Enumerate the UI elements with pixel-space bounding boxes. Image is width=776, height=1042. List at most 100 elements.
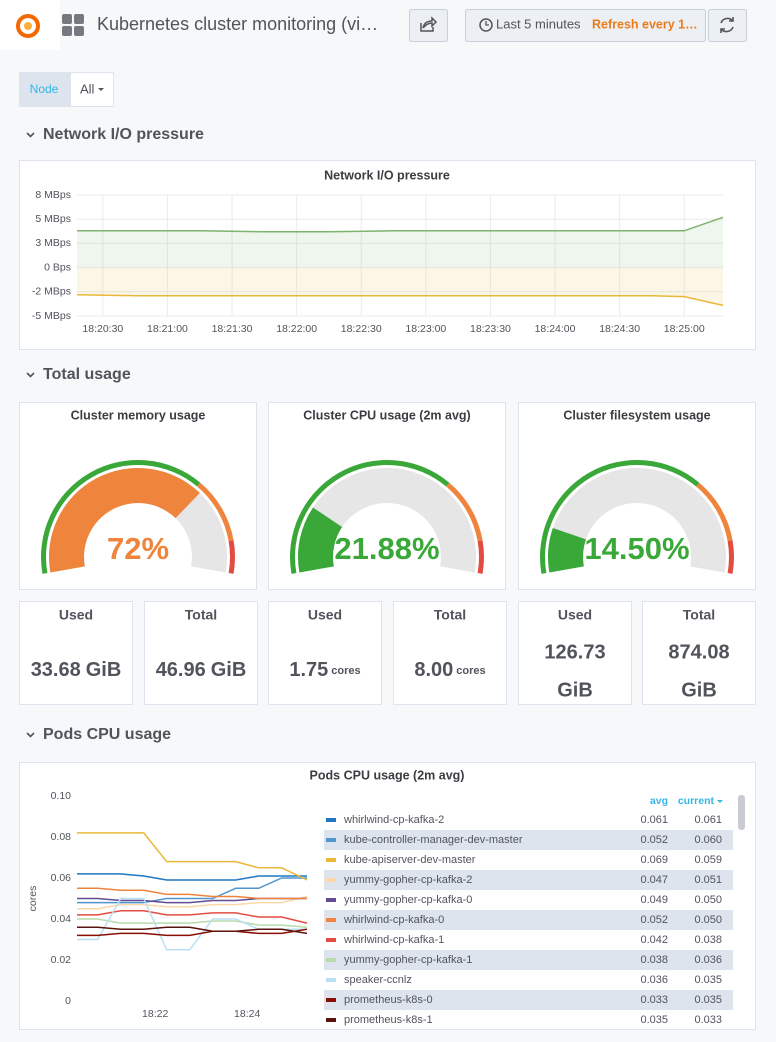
dashboard-title[interactable]: Kubernetes cluster monitoring (vi…: [97, 14, 378, 34]
legend-current: 0.033: [694, 1014, 722, 1026]
gauge-value-arc: [48, 468, 200, 573]
x-tick-label: 18:22: [142, 1008, 168, 1020]
stat-panel: [144, 601, 258, 705]
legend-current: 0.059: [694, 854, 722, 866]
y-tick-label: 0.02: [51, 954, 72, 966]
legend-avg: 0.038: [640, 954, 668, 966]
refresh-button[interactable]: [708, 9, 747, 42]
legend-name: prometheus-k8s-1: [344, 1014, 433, 1026]
legend-name: yummy-gopher-cp-kafka-1: [344, 954, 472, 966]
clock-icon: [479, 18, 493, 32]
series-line: [77, 887, 307, 900]
row-chevron[interactable]: [26, 132, 35, 138]
gauge-track: [548, 468, 726, 573]
gauge-value: 72%: [107, 531, 169, 566]
stat-number: 33.68: [31, 659, 81, 681]
legend-name: whirlwind-cp-kafka-2: [343, 814, 444, 826]
legend-current: 0.060: [694, 834, 722, 846]
legend-name: yummy-gopher-cp-kafka-0: [344, 894, 472, 906]
sort-caret: [717, 800, 723, 803]
x-tick-label: 18:22:30: [341, 323, 382, 335]
gauge-value: 14.50%: [584, 531, 689, 566]
logo-core: [24, 22, 32, 30]
stat-value: 46.96 GiB: [156, 659, 247, 681]
gauge-value: 21.88%: [334, 531, 439, 566]
stat-number: 8.00: [414, 659, 453, 681]
gauge-track: [298, 468, 476, 573]
series-area: [77, 267, 723, 306]
series-line: [77, 926, 308, 935]
share-button[interactable]: [409, 9, 448, 42]
network-panel: [19, 160, 756, 350]
stat-label: Used: [59, 607, 93, 623]
stat-panel: [518, 601, 632, 705]
y-axis-label: cores: [27, 886, 39, 912]
legend-current: 0.035: [694, 994, 722, 1006]
clock-hands: [485, 21, 489, 26]
panel-title: Cluster memory usage: [71, 408, 206, 422]
stat-value: 1.75 cores: [289, 659, 360, 681]
x-tick-label: 18:23:30: [470, 323, 511, 335]
legend-avg: 0.052: [640, 834, 668, 846]
legend-avg: 0.042: [640, 934, 668, 946]
threshold-band: [477, 540, 485, 574]
threshold-band: [228, 540, 236, 574]
stat-number: 126.73: [544, 641, 605, 663]
legend-avg: 0.052: [640, 914, 668, 926]
legend-name: kube-apiserver-dev-master: [344, 854, 476, 866]
legend-avg: 0.047: [640, 874, 668, 886]
time-range[interactable]: Last 5 minutes: [496, 16, 581, 31]
stat-panel: [642, 601, 756, 705]
row-chevron[interactable]: [26, 372, 35, 378]
series-line: [77, 832, 308, 881]
legend-current: 0.050: [694, 894, 722, 906]
series-line: [77, 873, 307, 881]
row-title[interactable]: Network I/O pressure: [43, 126, 204, 143]
x-tick-label: 18:25:00: [664, 323, 705, 335]
panel-title: Network I/O pressure: [324, 168, 450, 182]
refresh-interval[interactable]: Refresh every 1…: [592, 17, 698, 31]
stat-unit: GiB: [211, 659, 247, 681]
x-tick-label: 18:24:00: [535, 323, 576, 335]
variable-dropdown[interactable]: [70, 72, 114, 107]
y-tick-label: 0: [65, 995, 71, 1007]
series-area: [77, 217, 723, 268]
gauge-value-arc: [297, 507, 343, 573]
threshold-band: [197, 482, 234, 542]
legend-row-bg: [324, 830, 733, 850]
panel-title: Cluster CPU usage (2m avg): [303, 408, 470, 422]
stat-value: 33.68 GiB: [31, 659, 122, 681]
stat-unit: GiB: [681, 679, 717, 701]
legend-scrollbar[interactable]: [738, 795, 745, 830]
x-tick-label: 18:21:30: [212, 323, 253, 335]
legend-current: 0.035: [694, 974, 722, 986]
dashboards-icon[interactable]: [62, 14, 84, 36]
legend-name: prometheus-k8s-0: [344, 994, 433, 1006]
legend-row-bg: [324, 870, 733, 890]
y-tick-label: 3 MBps: [35, 237, 71, 249]
stat-unit: GiB: [86, 659, 122, 681]
variable-value[interactable]: All: [80, 81, 95, 96]
stat-label: Total: [434, 607, 466, 623]
legend: avg current whirlwind-cp-kafka-2 0.061 0.061…: [324, 795, 733, 1026]
row-chevron[interactable]: [26, 732, 35, 738]
x-tick-label: 18:20:30: [82, 323, 123, 335]
share-icon: [420, 16, 438, 32]
legend-current: 0.038: [694, 934, 722, 946]
row-title[interactable]: Pods CPU usage: [43, 726, 171, 743]
series-line: [76, 293, 724, 307]
legend-current: 0.036: [694, 954, 722, 966]
stat-label: Used: [308, 607, 342, 623]
stat-number: 874.08: [668, 641, 729, 663]
y-tick-label: 8 MBps: [35, 189, 71, 201]
legend-avg: 0.049: [640, 894, 668, 906]
x-tick-label: 18:22:00: [276, 323, 317, 335]
series-line: [77, 928, 308, 937]
stat-panel: [19, 601, 133, 705]
row-title[interactable]: Total usage: [43, 366, 131, 383]
pods-panel: [19, 762, 756, 1030]
y-tick-label: -2 MBps: [32, 286, 71, 298]
time-picker[interactable]: [465, 9, 706, 42]
